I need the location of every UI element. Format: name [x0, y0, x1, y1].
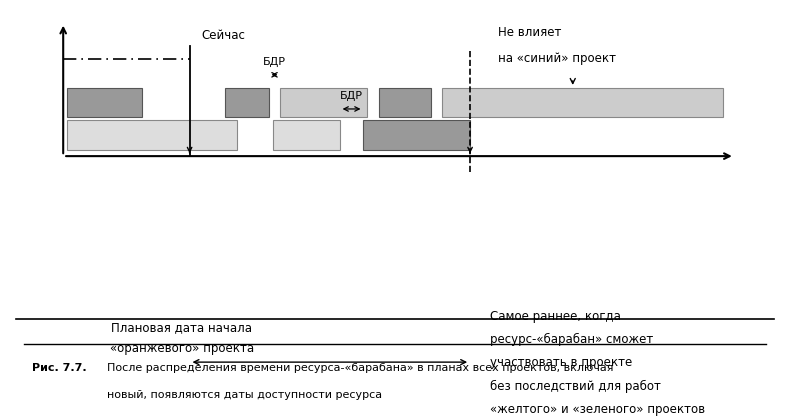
Text: Сейчас: Сейчас	[201, 29, 246, 42]
Bar	[273, 121, 340, 150]
Text: на «синий» проект: на «синий» проект	[498, 52, 615, 65]
Text: «желтого» и «зеленого» проектов: «желтого» и «зеленого» проектов	[490, 403, 705, 416]
Text: Не влияет: Не влияет	[498, 26, 561, 39]
Text: ресурс-«барабан» сможет: ресурс-«барабан» сможет	[490, 333, 653, 346]
Text: БДР: БДР	[263, 57, 286, 67]
Bar	[363, 121, 470, 150]
Text: БДР: БДР	[340, 91, 363, 101]
Text: без последствий для работ: без последствий для работ	[490, 379, 660, 393]
Bar	[67, 121, 237, 150]
Bar	[225, 88, 269, 117]
Text: Самое раннее, когда: Самое раннее, когда	[490, 309, 621, 323]
Text: участвовать в проекте: участвовать в проекте	[490, 356, 632, 369]
Text: Рис. 7.7.: Рис. 7.7.	[32, 363, 86, 373]
Bar	[67, 88, 142, 117]
Text: Плановая дата начала: Плановая дата начала	[111, 321, 252, 334]
Text: «оранжевого» проекта: «оранжевого» проекта	[110, 342, 254, 355]
Bar	[442, 88, 723, 117]
Text: новый, появляются даты доступности ресурса: новый, появляются даты доступности ресур…	[107, 390, 382, 400]
Text: После распределения времени ресурса-«барабана» в планах всех проектов, включая: После распределения времени ресурса-«бар…	[107, 363, 613, 373]
Bar	[379, 88, 431, 117]
Bar	[280, 88, 367, 117]
